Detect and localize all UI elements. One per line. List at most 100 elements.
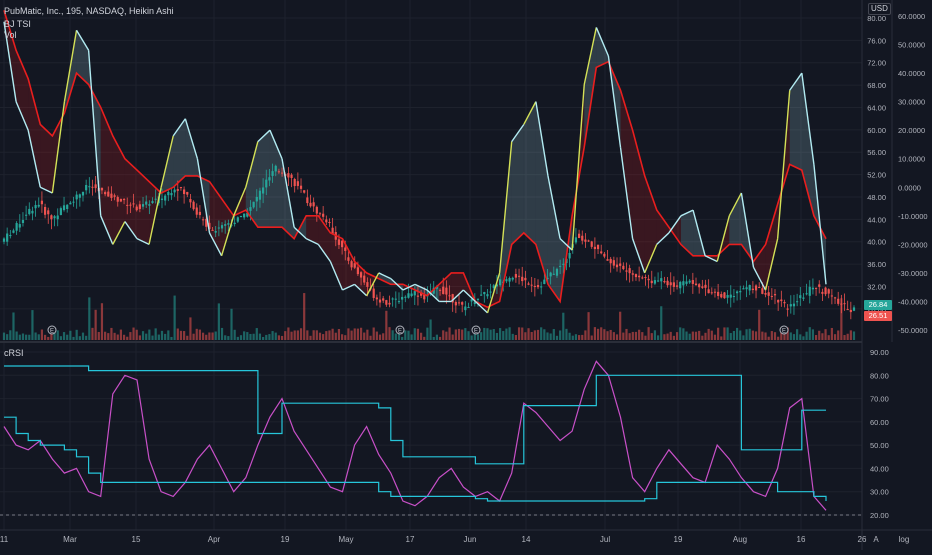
volume-bar bbox=[126, 336, 129, 340]
candle-body bbox=[505, 279, 508, 282]
candle-body bbox=[663, 281, 666, 283]
candle-body bbox=[464, 306, 467, 311]
candle-body bbox=[742, 288, 745, 290]
indicator-crsi-label[interactable]: cRSI bbox=[4, 348, 24, 358]
x-axis-tick-label: 15 bbox=[132, 535, 141, 544]
x-axis-tick-label: 19 bbox=[674, 535, 683, 544]
candle-body bbox=[675, 285, 679, 287]
tsi-fill-segment bbox=[221, 198, 234, 256]
crsi-axis-tick-label: 20.00 bbox=[870, 511, 889, 520]
candle-body bbox=[574, 237, 578, 243]
volume-bar bbox=[407, 330, 410, 340]
crsi-band-1 bbox=[3, 365, 826, 465]
candle-body bbox=[211, 229, 214, 231]
candle-body bbox=[227, 223, 230, 225]
volume-bar bbox=[438, 336, 442, 340]
volume-bar bbox=[246, 332, 249, 340]
tsi-line-segment bbox=[692, 209, 706, 256]
volume-bar bbox=[201, 332, 205, 340]
candle-body bbox=[694, 283, 698, 286]
tsi-fill-segment bbox=[124, 158, 137, 239]
volume-bar bbox=[830, 327, 833, 340]
footer-button-log[interactable]: log bbox=[899, 535, 910, 544]
price-axis-tick-label: 36.00 bbox=[867, 260, 886, 269]
volume-bar bbox=[552, 329, 555, 340]
crsi-axis-tick-label: 60.00 bbox=[870, 418, 889, 427]
candle-body bbox=[66, 204, 69, 210]
candle-body bbox=[243, 213, 246, 218]
volume-bar bbox=[840, 298, 843, 340]
tsi-line-segment bbox=[656, 232, 670, 245]
tsi-fill-segment bbox=[318, 215, 331, 262]
volume-bar bbox=[442, 330, 445, 340]
tsi-line-segment bbox=[342, 283, 355, 291]
tsi-line-segment bbox=[571, 84, 585, 251]
volume-bar bbox=[167, 330, 170, 340]
volume-bar bbox=[388, 327, 391, 340]
volume-bar bbox=[555, 335, 559, 340]
candle-body bbox=[824, 287, 827, 295]
volume-bar bbox=[729, 333, 732, 340]
candle-body bbox=[164, 195, 167, 201]
volume-bar bbox=[827, 335, 830, 340]
volume-bar bbox=[66, 334, 69, 340]
candle-body bbox=[489, 291, 492, 293]
volume-bar bbox=[543, 329, 546, 340]
candle-body bbox=[435, 286, 438, 289]
candle-body bbox=[189, 198, 192, 203]
candle-body bbox=[805, 293, 808, 295]
volume-bar bbox=[789, 332, 792, 340]
volume-bar bbox=[685, 331, 688, 340]
tsi-axis-tick-label: 0.0000 bbox=[898, 183, 921, 192]
tsi-axis-tick-label: -10.0000 bbox=[898, 212, 928, 221]
candle-body bbox=[603, 253, 606, 257]
volume-bar bbox=[675, 332, 679, 340]
volume-bar bbox=[713, 334, 717, 340]
tsi-fill-segment bbox=[306, 215, 319, 245]
volume-bar bbox=[540, 327, 543, 340]
tsi-line-segment bbox=[716, 215, 730, 262]
candle-body bbox=[486, 294, 489, 297]
volume-bar bbox=[498, 328, 502, 340]
volume-bar bbox=[145, 333, 148, 340]
candle-body bbox=[754, 285, 758, 291]
candle-body bbox=[378, 299, 382, 303]
candle-body bbox=[732, 296, 736, 298]
volume-bar bbox=[511, 333, 514, 340]
candle-body bbox=[255, 196, 258, 202]
candle-body bbox=[555, 268, 559, 276]
volume-bar bbox=[122, 334, 126, 340]
candle-body bbox=[205, 218, 208, 227]
volume-bar bbox=[347, 328, 350, 340]
candle-body bbox=[840, 303, 843, 305]
tsi-fill-segment bbox=[596, 27, 609, 68]
candle-body bbox=[811, 287, 815, 290]
footer-button-A[interactable]: A bbox=[873, 535, 879, 544]
candle-body bbox=[644, 277, 647, 279]
indicator-vol-label[interactable]: Vol bbox=[4, 30, 17, 40]
volume-bar bbox=[735, 327, 739, 340]
candle-body bbox=[480, 294, 483, 296]
tsi-line-segment bbox=[112, 221, 126, 245]
candle-body bbox=[75, 194, 78, 200]
volume-bar bbox=[116, 334, 119, 340]
indicator-bj-tsi-label[interactable]: BJ TSI bbox=[4, 19, 31, 29]
volume-bar bbox=[404, 330, 407, 340]
volume-bar bbox=[761, 331, 764, 340]
currency-label[interactable]: USD bbox=[868, 3, 891, 15]
candle-body bbox=[176, 189, 179, 191]
candle-body bbox=[397, 301, 401, 303]
volume-bar bbox=[369, 335, 372, 340]
tsi-fill-segment bbox=[330, 232, 343, 291]
price-axis-tick-label: 48.00 bbox=[867, 193, 886, 202]
volume-bar bbox=[262, 336, 265, 340]
price-axis-tick-label: 64.00 bbox=[867, 103, 886, 112]
candle-body bbox=[126, 204, 129, 206]
x-axis-tick-label: Jun bbox=[464, 535, 477, 544]
volume-bar bbox=[56, 330, 59, 340]
volume-bar bbox=[833, 334, 837, 340]
candle-body bbox=[783, 302, 786, 304]
tsi-axis-tick-label: -30.0000 bbox=[898, 269, 928, 278]
volume-bar bbox=[672, 335, 675, 340]
